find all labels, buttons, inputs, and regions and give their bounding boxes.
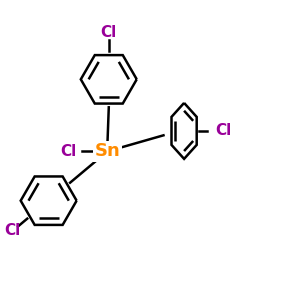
Text: Sn: Sn (94, 142, 120, 160)
Text: Cl: Cl (101, 25, 117, 40)
Text: Cl: Cl (215, 123, 231, 138)
Text: Cl: Cl (4, 224, 21, 238)
Text: Cl: Cl (60, 144, 76, 159)
